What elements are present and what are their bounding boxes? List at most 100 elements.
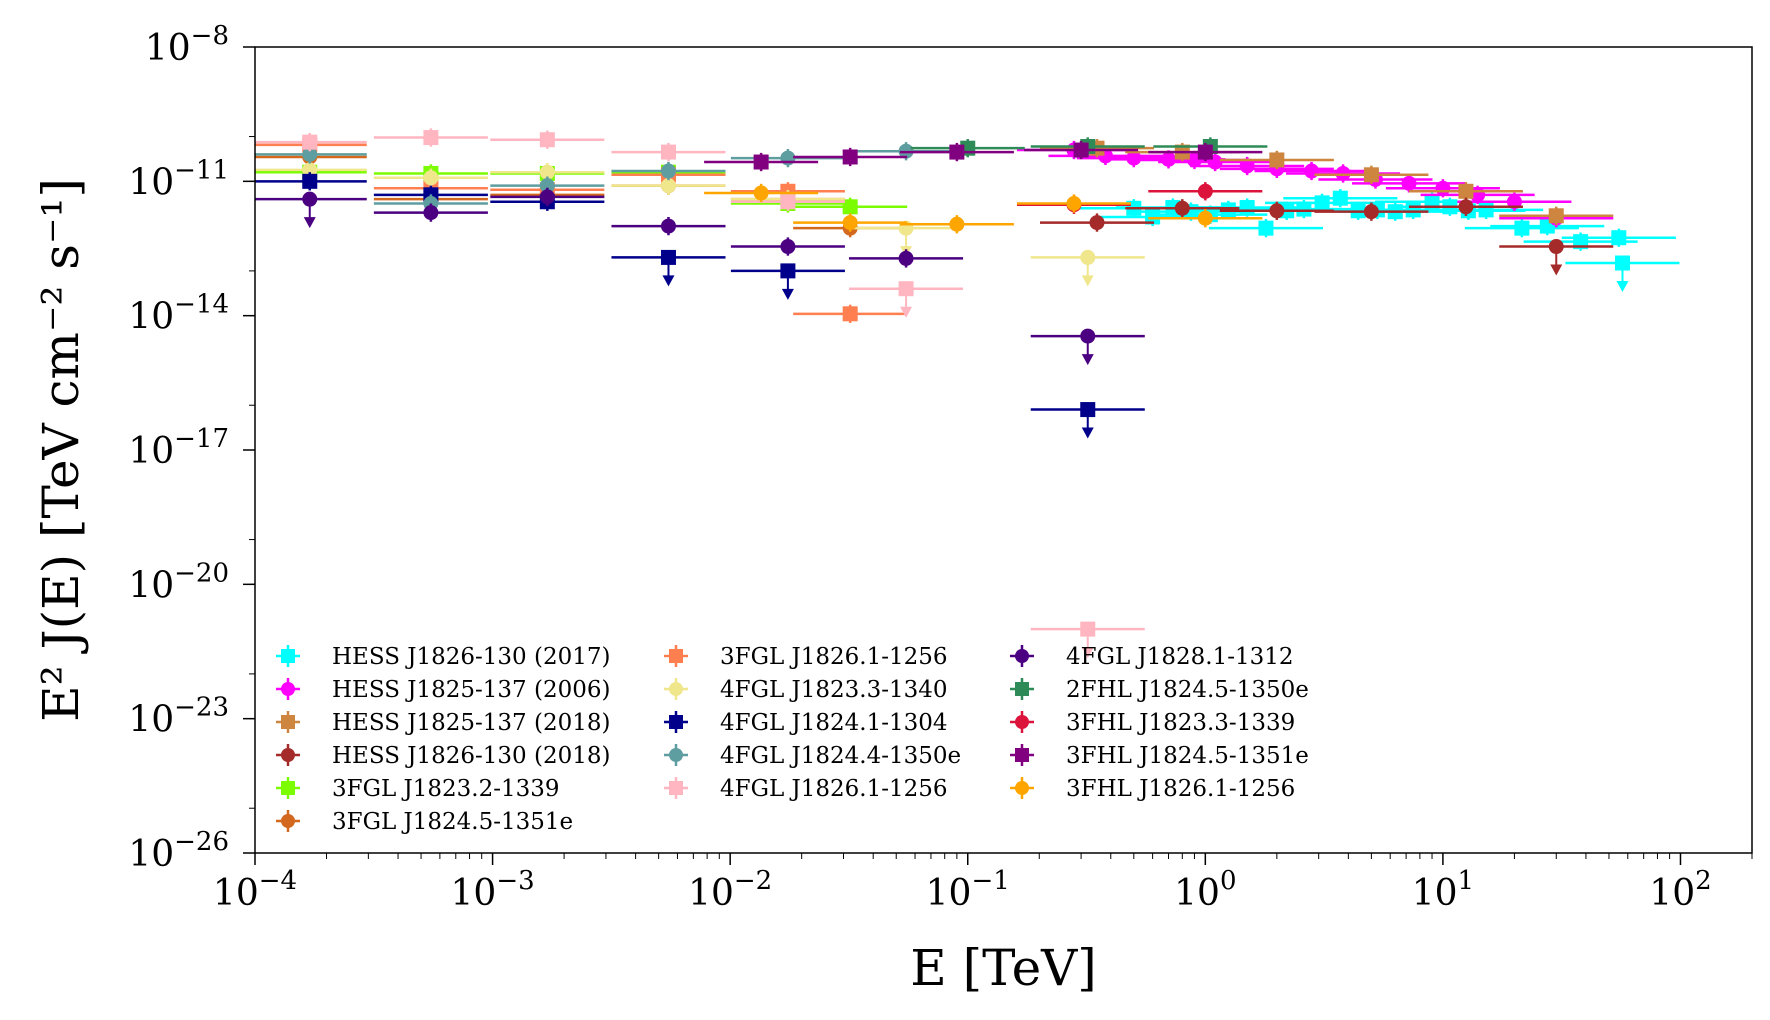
data-point [1304,163,1320,179]
data-point [1015,649,1029,663]
x-tick-label: 10−4 [213,866,297,914]
data-point [842,199,858,215]
legend-label: HESS J1825-137 (2018) [332,710,610,736]
y-tick-label: 10−23 [128,693,229,741]
data-point [1015,781,1029,795]
data-point [1269,203,1285,219]
legend-label: HESS J1826-130 (2017) [332,644,610,670]
legend-label: 4FGL J1823.3-1340 [720,677,948,703]
data-point [660,249,676,265]
upper-limit-arrow [662,275,675,287]
data-point [281,748,295,762]
data-point [302,173,318,189]
data-point [842,149,858,165]
data-point [1458,199,1474,215]
x-tick-label: 102 [1649,866,1711,914]
series-3 [1039,197,1614,276]
y-axis-label: E² J(E) [TeV cm⁻² s⁻¹] [32,178,90,722]
y-tick-label: 10−17 [128,424,229,472]
data-point [1332,190,1348,206]
data-point [423,130,439,146]
data-point [1363,204,1379,220]
data-point [1015,715,1029,729]
data-point [753,154,769,170]
data-point [539,164,555,180]
y-tick-label: 10−14 [128,290,229,338]
legend-item: HESS J1826-130 (2018) [276,743,610,769]
x-tick-label: 100 [1174,866,1236,914]
data-point [842,306,858,322]
data-point [423,205,439,221]
data-point [1197,210,1213,226]
data-point [1197,183,1213,199]
data-point [1080,621,1096,637]
data-point [1239,200,1255,216]
data-point [780,194,796,210]
legend-label: 4FGL J1824.1-1304 [720,710,948,736]
legend-label: 4FGL J1828.1-1312 [1066,644,1294,670]
data-point [539,132,555,148]
legend-label: 3FHL J1823.3-1339 [1066,710,1295,736]
data-point [1506,194,1522,210]
data-point [660,144,676,160]
x-tick-label: 101 [1412,866,1474,914]
legend-item: 4FGL J1828.1-1312 [1010,644,1294,670]
data-point [660,178,676,194]
data-point [898,250,914,266]
legend-item: 3FHL J1824.5-1351e [1010,743,1309,769]
data-point [1424,194,1440,210]
series-15 [704,183,1263,234]
upper-limit-arrow [1081,427,1094,439]
data-point [1335,165,1351,181]
series-11 [255,187,1145,366]
legend-label: HESS J1825-137 (2006) [332,677,610,703]
upper-limit-arrow [1081,647,1094,659]
data-point [281,649,295,663]
legend-label: 4FGL J1826.1-1256 [720,776,948,802]
upper-limit-arrow [1081,354,1094,366]
legend: HESS J1826-130 (2017) HESS J1825-137 (200… [276,644,1309,835]
x-tick-label: 10−1 [926,866,1010,914]
legend-label: 3FGL J1823.2-1339 [332,776,560,802]
data-point [1080,328,1096,344]
data-point [281,781,295,795]
data-point [780,239,796,255]
data-point [753,185,769,201]
series-0 [1076,189,1680,293]
data-point [1080,249,1096,265]
legend-label: 3FGL J1824.5-1351e [332,809,573,835]
y-axis: 10−8 10−11 10−14 10−17 10−20 10−23 10−26 [128,21,255,875]
data-point [302,134,318,150]
data-point [1269,152,1285,168]
data-point [1548,208,1564,224]
y-tick-label: 10−8 [145,21,229,69]
series-1 [1016,140,1614,228]
data-point [1435,180,1451,196]
upper-limit-arrow [1081,275,1094,287]
data-point [1073,142,1089,158]
legend-item: 4FGL J1826.1-1256 [664,776,948,802]
data-point [842,215,858,231]
x-tick-label: 10−3 [451,866,535,914]
data-point [1296,201,1312,217]
series-10 [255,128,1145,659]
y-tick-label: 10−20 [128,558,229,606]
x-tick-label: 10−2 [688,866,772,914]
data-point [1197,144,1213,160]
data-point [1363,167,1379,183]
data-point [302,162,318,178]
plot-area [255,128,1680,659]
upper-limit-arrow [1550,264,1563,276]
data-point [780,150,796,166]
data-point [1611,230,1627,246]
upper-limit-arrow [900,306,913,318]
data-point [1080,402,1096,418]
legend-item: 3FHL J1823.3-1339 [1010,710,1295,736]
data-point [669,715,683,729]
legend-label: 3FHL J1826.1-1256 [1066,776,1295,802]
legend-item: 3FGL J1824.5-1351e [276,809,573,835]
legend-item: HESS J1825-137 (2006) [276,677,610,703]
data-point [780,263,796,279]
x-axis: 10−4 10−3 10−2 10−1 100 101 102 [213,853,1753,914]
series-7 [255,160,1145,287]
